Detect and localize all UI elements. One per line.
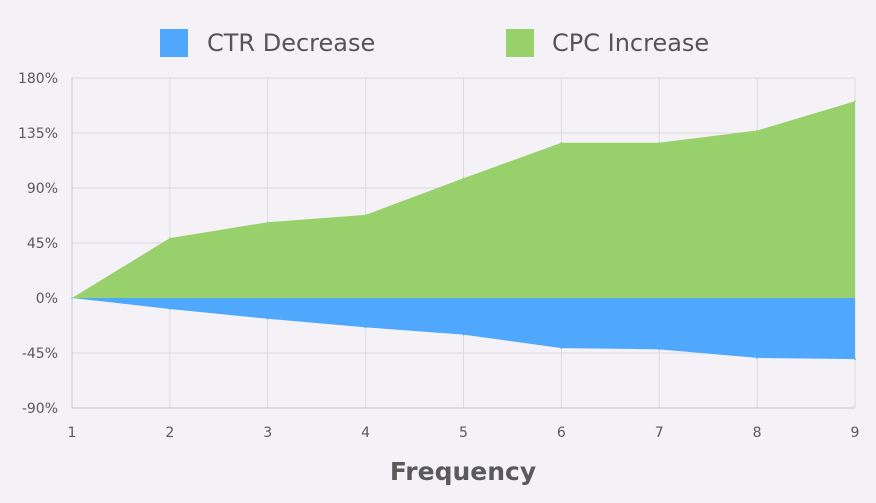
x-tick-label: 7	[655, 425, 664, 441]
x-axis-title: Frequency	[390, 457, 536, 486]
data-point-ctr-decrease	[266, 317, 269, 320]
x-tick-label: 9	[851, 425, 860, 441]
data-point-cpc-increase	[756, 129, 758, 132]
legend-swatch-cpc-increase	[506, 29, 534, 57]
y-tick-label: 90%	[27, 181, 58, 197]
y-tick-label: -45%	[22, 346, 58, 362]
data-point-cpc-increase	[854, 100, 856, 103]
y-tick-label: 180%	[18, 71, 58, 87]
y-tick-label: -90%	[22, 401, 58, 417]
data-point-ctr-decrease	[854, 358, 856, 360]
data-point-ctr-decrease	[462, 333, 465, 336]
area-ctr-decrease	[72, 298, 855, 360]
y-axis-ticks: -90% -45% 0% 45% 90% 135% 180%	[18, 71, 58, 417]
data-point-cpc-increase	[462, 177, 465, 180]
data-point-ctr-decrease	[756, 357, 758, 359]
x-tick-label: 2	[165, 425, 174, 441]
legend-label-cpc-increase: CPC Increase	[552, 29, 709, 57]
legend-label-ctr-decrease: CTR Decrease	[207, 29, 375, 57]
data-point-cpc-increase	[169, 237, 171, 239]
data-point-ctr-decrease	[658, 348, 661, 351]
data-point-ctr-decrease	[560, 347, 563, 349]
legend: CTR Decrease CPC Increase	[160, 29, 709, 57]
data-point-cpc-increase	[658, 141, 661, 144]
x-tick-label: 5	[459, 425, 468, 441]
plot-area	[71, 100, 856, 360]
legend-swatch-ctr-decrease	[160, 29, 188, 57]
x-axis-ticks: 1 2 3 4 5 6 7 8 9	[68, 425, 860, 441]
y-tick-label: 0%	[36, 291, 58, 307]
data-point-cpc-increase	[364, 214, 367, 216]
x-tick-label: 3	[263, 425, 272, 441]
data-point-ctr-decrease	[169, 308, 171, 310]
x-tick-label: 6	[557, 425, 566, 441]
data-point-cpc-increase	[560, 141, 563, 144]
x-tick-label: 1	[68, 425, 77, 441]
x-tick-label: 4	[361, 425, 370, 441]
data-point-cpc-increase	[266, 221, 269, 224]
area-cpc-increase	[72, 101, 855, 298]
y-tick-label: 45%	[27, 236, 58, 252]
x-tick-label: 8	[753, 425, 762, 441]
y-tick-label: 135%	[18, 126, 58, 142]
axes	[71, 78, 855, 409]
data-point-ctr-decrease	[364, 326, 367, 329]
